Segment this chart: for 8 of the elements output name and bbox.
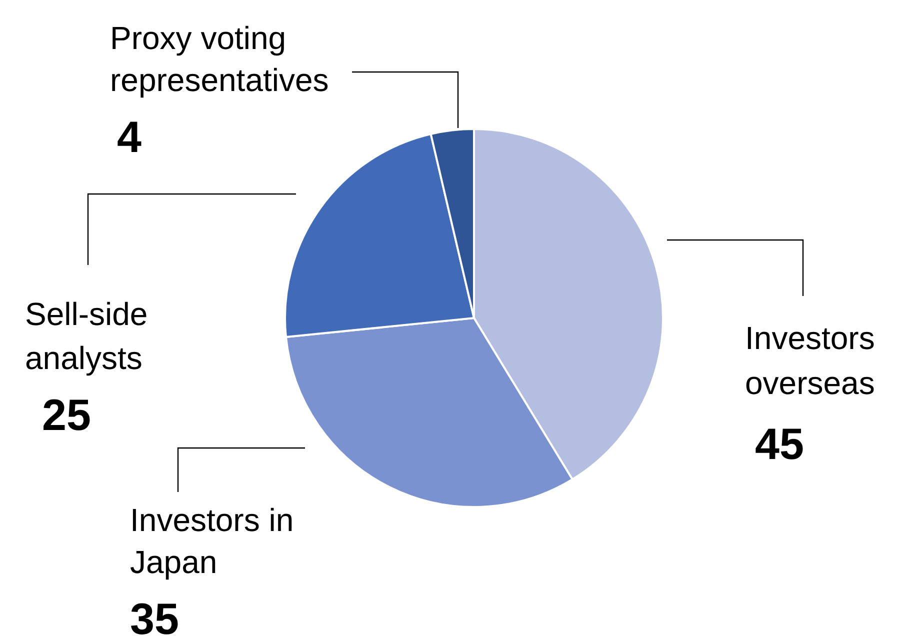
slice-label: Proxy voting representatives <box>110 20 329 98</box>
slice-label: Investors in Japan <box>130 502 294 580</box>
data-label: 35 <box>130 595 179 641</box>
slice-label: Investors overseas <box>745 320 875 401</box>
slice-label: Sell-side analysts <box>25 296 148 376</box>
data-label: 25 <box>42 391 91 440</box>
data-label: 45 <box>755 420 804 470</box>
data-label: 4 <box>117 113 142 162</box>
